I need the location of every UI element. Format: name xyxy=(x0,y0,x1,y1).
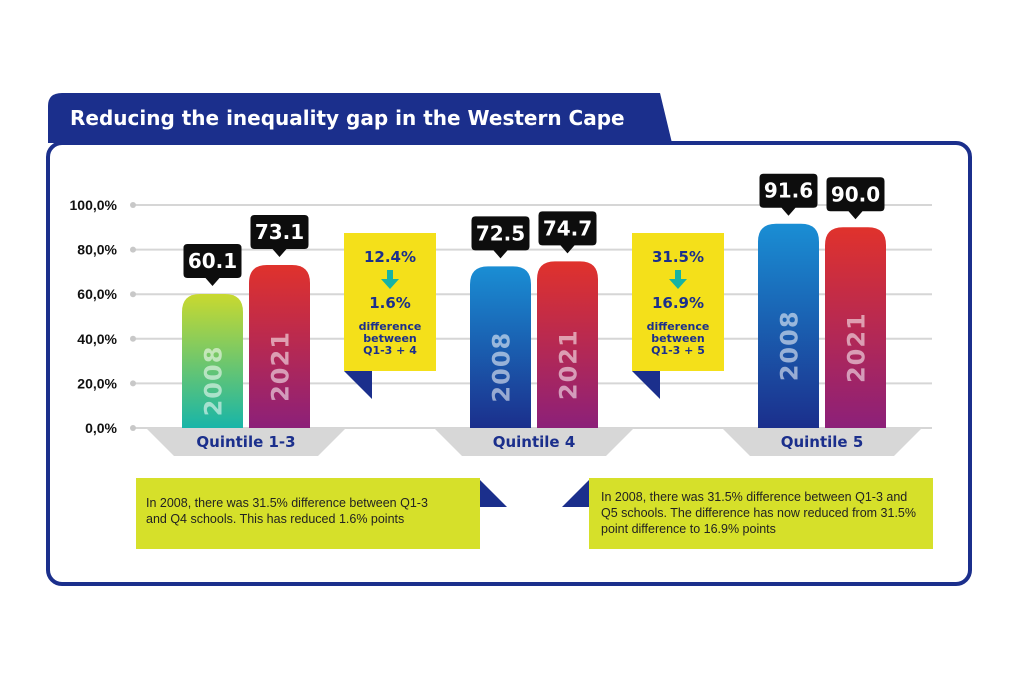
title-tab xyxy=(48,93,672,143)
gap-box xyxy=(632,233,724,371)
y-tick-label: 100,0% xyxy=(70,197,118,213)
bar-2021 xyxy=(537,261,598,428)
category-base xyxy=(722,428,922,456)
gridline-dot xyxy=(130,291,136,298)
value-callout xyxy=(183,243,242,286)
gap-from: 31.5% xyxy=(652,248,704,266)
gap-to: 16.9% xyxy=(652,294,704,312)
note-line: In 2008, there was 31.5% difference betw… xyxy=(146,496,428,510)
note-line: and Q4 schools. This has reduced 1.6% po… xyxy=(146,512,405,526)
data-label: 72.5 xyxy=(476,221,525,245)
gap-text: between xyxy=(363,332,417,345)
gridline-dot xyxy=(130,425,136,431)
gap-to: 1.6% xyxy=(369,294,411,312)
category-base xyxy=(434,428,634,456)
category-label: Quintile 1-3 xyxy=(196,433,295,451)
bar-year-label: 2021 xyxy=(555,329,583,400)
gap-text: between xyxy=(651,332,705,345)
note-line: In 2008, there was 31.5% difference betw… xyxy=(601,490,908,504)
data-label: 91.6 xyxy=(764,179,813,203)
y-tick-label: 0,0% xyxy=(85,420,117,436)
gap-box xyxy=(344,233,436,371)
gap-box-tail xyxy=(632,371,660,399)
bar-year-label: 2008 xyxy=(200,346,228,417)
gap-text: difference xyxy=(359,320,422,333)
data-label: 73.1 xyxy=(255,220,304,244)
y-tick-label: 80,0% xyxy=(77,242,117,258)
gap-box-tail xyxy=(344,371,372,399)
category-label: Quintile 4 xyxy=(493,433,576,451)
gap-text: Q1-3 + 4 xyxy=(363,344,417,357)
value-callout xyxy=(759,173,818,216)
value-callout xyxy=(538,211,597,254)
y-tick-label: 40,0% xyxy=(77,331,117,347)
note-line: Q5 schools. The difference has now reduc… xyxy=(601,506,916,520)
data-label: 60.1 xyxy=(188,249,237,273)
bar-2021 xyxy=(249,264,310,428)
note-pointer xyxy=(480,480,507,507)
note-quintile-5: In 2008, there was 31.5% difference betw… xyxy=(589,478,933,549)
data-label: 90.0 xyxy=(831,182,880,206)
value-callout xyxy=(250,214,309,257)
note-pointer xyxy=(562,480,589,507)
gridline-dot xyxy=(130,246,136,253)
category-label: Quintile 5 xyxy=(781,433,864,451)
arrow-down-icon xyxy=(669,270,687,289)
bar-2008 xyxy=(182,293,243,428)
note-quintile-4: In 2008, there was 31.5% difference betw… xyxy=(136,478,480,549)
note-line: point difference to 16.9% points xyxy=(601,522,776,536)
arrow-down-icon xyxy=(381,270,399,289)
bar-2021 xyxy=(825,227,886,428)
y-tick-label: 60,0% xyxy=(77,286,117,302)
bar-year-label: 2008 xyxy=(488,332,516,403)
bar-year-label: 2021 xyxy=(843,312,871,383)
gap-text: difference xyxy=(647,320,710,333)
value-callout xyxy=(471,216,530,259)
gridline-dot xyxy=(130,380,136,387)
bar-year-label: 2008 xyxy=(776,310,804,381)
gap-text: Q1-3 + 5 xyxy=(651,344,705,357)
bar-2008 xyxy=(470,266,531,428)
gridline-dot xyxy=(130,335,136,342)
gridline-dot xyxy=(130,202,136,208)
bar-year-label: 2021 xyxy=(267,331,295,402)
value-callout xyxy=(826,177,885,220)
data-label: 74.7 xyxy=(543,216,592,240)
category-base xyxy=(146,428,346,456)
gap-from: 12.4% xyxy=(364,248,416,266)
chart-title: Reducing the inequality gap in the Weste… xyxy=(70,106,625,130)
y-tick-label: 20,0% xyxy=(77,375,117,391)
bar-2008 xyxy=(758,223,819,428)
